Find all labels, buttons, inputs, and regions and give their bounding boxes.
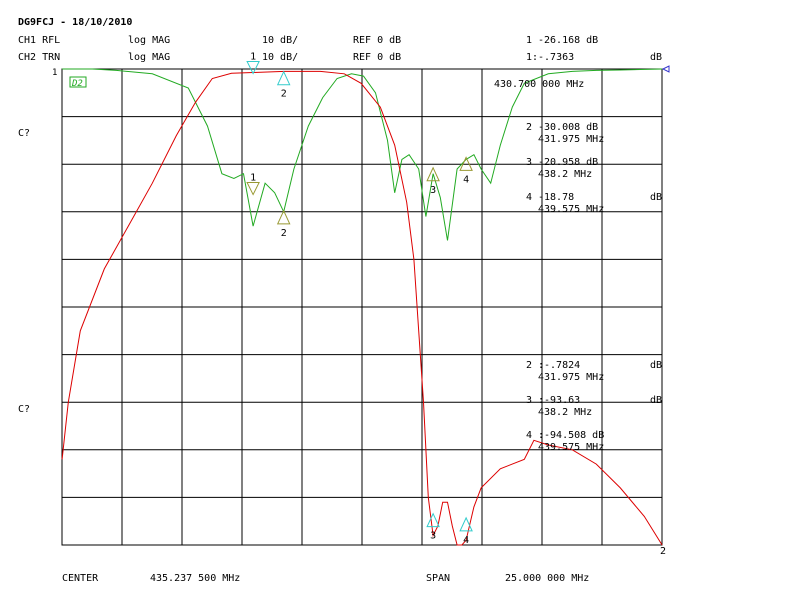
ch1-readout-3-freq: 438.2 MHz	[538, 169, 592, 180]
ch2-readout-3-freq: 438.2 MHz	[538, 407, 592, 418]
ch2-readout-2-num: 2	[526, 360, 532, 371]
ch1-readout-3-num: 3	[526, 157, 532, 168]
ch2-marker-3-label: 3	[430, 531, 436, 542]
ch2-marker1-num: 1	[526, 52, 532, 63]
ch2-readout-2-unit: dB	[650, 360, 662, 371]
grid	[61, 68, 663, 546]
ch2-marker-1-icon	[246, 61, 260, 75]
center-label: CENTER	[62, 573, 99, 584]
ch1-readout-4-num: 4	[526, 192, 532, 203]
center-value: 435.237 500 MHz	[150, 573, 240, 584]
ch2-readout-4-value: :-94.508 dB	[538, 430, 604, 441]
ch2-marker1-value: :-.7363	[532, 52, 574, 63]
side-label-ch1: C?	[18, 128, 30, 139]
side-label-ch2: C?	[18, 404, 30, 415]
ch1-readout-4-unit: dB	[650, 192, 662, 203]
ch1-marker-4-label: 4	[463, 174, 469, 185]
ch2-name: CH2 TRN	[18, 52, 60, 63]
span-label: SPAN	[426, 573, 450, 584]
badge-label: D2	[71, 79, 83, 89]
ch1-trace	[62, 68, 663, 241]
ch1-marker-1-icon	[246, 182, 260, 196]
ch2-readout-4-freq: 439.575 MHz	[538, 442, 604, 453]
ch1-marker-3-label: 3	[430, 185, 436, 196]
ch2-marker-2-label: 2	[281, 89, 287, 100]
ch2-readout-3-unit: dB	[650, 395, 662, 406]
ch2-scale: 10 dB/	[262, 52, 298, 63]
ch2-marker-4-label: 4	[463, 535, 469, 546]
ch1-marker-1-label: 1	[250, 173, 256, 184]
ch2-readout-4-num: 4	[526, 430, 532, 441]
ch2-marker1-unit: dB	[650, 52, 662, 63]
ch1-readout-2-value: -30.008 dB	[538, 122, 598, 133]
ch1-marker-2-label: 2	[281, 228, 287, 239]
ch2-marker-4-icon	[459, 516, 473, 532]
ch1-name: CH1 RFL	[18, 35, 60, 46]
ch1-readout-4-value: -18.78	[538, 192, 574, 203]
trace-markers: 1 2 3 4 1 2 3 4 2	[246, 52, 666, 557]
ch1-marker-2-icon	[276, 209, 291, 225]
span-value: 25.000 000 MHz	[505, 573, 589, 584]
ref-position-marker: 1	[52, 68, 57, 78]
ch1-ref: REF 0 dB	[353, 35, 401, 46]
ch1-readout-4-freq: 439.575 MHz	[538, 204, 604, 215]
traces	[61, 68, 663, 546]
trace-end-label: 2	[660, 546, 666, 557]
ch2-marker-2-icon	[276, 70, 291, 86]
marker1-freq: 430.700 000 MHz	[494, 79, 584, 90]
ch1-marker-3-icon	[426, 166, 440, 182]
ch2-format: log MAG	[128, 52, 170, 63]
ref-arrow-icon	[661, 65, 670, 73]
ch2-trace	[61, 70, 663, 546]
ch2-marker-readouts: 2 :-.7824 dB 431.975 MHz 3 :-93.63 dB 438.2 MHz…	[526, 360, 662, 453]
ch2-marker-3-icon	[426, 512, 440, 528]
header-title: DG9FCJ - 18/10/2010	[18, 17, 132, 28]
ch1-marker1-num: 1	[526, 35, 532, 46]
ch1-marker-4-icon	[459, 156, 473, 171]
ch1-marker1-value: -26.168 dB	[538, 35, 598, 46]
ch2-readout-3-value: :-93.63	[538, 395, 580, 406]
badge: D2	[69, 76, 87, 89]
ch1-format: log MAG	[128, 35, 170, 46]
badge-box	[69, 76, 87, 88]
ch2-readout-3-num: 3	[526, 395, 532, 406]
ch2-readout-2-value: :-.7824	[538, 360, 580, 371]
ch1-readout-3-value: -20.958 dB	[538, 157, 598, 168]
ch2-readout-2-freq: 431.975 MHz	[538, 372, 604, 383]
ch1-readout-2-num: 2	[526, 122, 532, 133]
ch1-readout-2-freq: 431.975 MHz	[538, 134, 604, 145]
ch1-scale: 10 dB/	[262, 35, 298, 46]
ch2-marker-1-label: 1	[250, 52, 256, 63]
ch2-ref: REF 0 dB	[353, 52, 401, 63]
